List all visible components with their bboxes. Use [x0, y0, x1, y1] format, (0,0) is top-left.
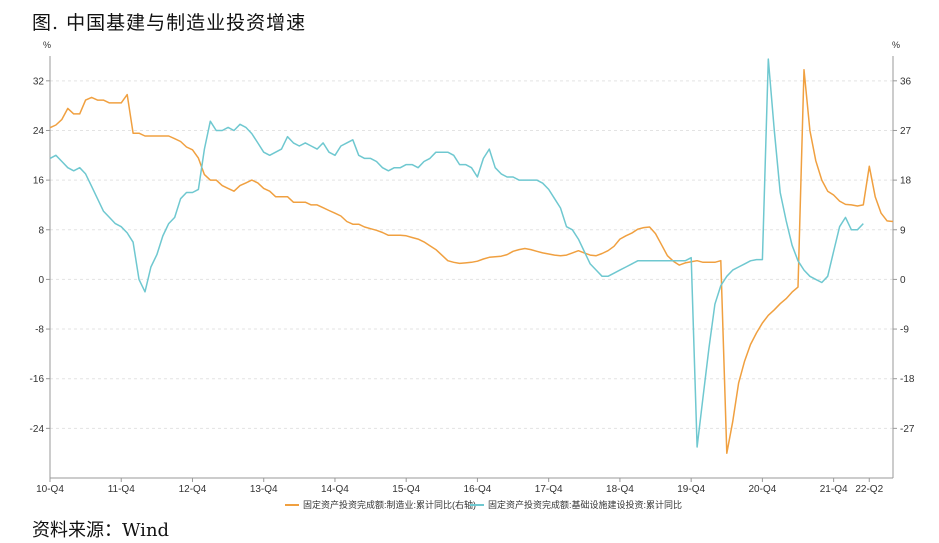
series-lines: [49, 58, 894, 454]
left-tick-label: -16: [30, 374, 45, 385]
legend-label: 固定资产投资完成额:制造业:累计同比(右轴): [303, 499, 476, 510]
right-tick-label: 9: [900, 225, 906, 236]
right-tick-label: 27: [900, 126, 912, 137]
x-tick-label: 17-Q4: [535, 484, 563, 495]
x-tick-label: 14-Q4: [321, 484, 349, 495]
left-tick-label: -24: [30, 424, 45, 435]
x-tick-label: 19-Q4: [677, 484, 705, 495]
x-tick-label: 15-Q4: [392, 484, 420, 495]
dual-axis-line-chart: % % 32 24 16 8 0 -8 -16 -24 36 27 18 9 0 -9 -18 -27 10-Q4 1…: [30, 40, 915, 510]
right-tick-label: -27: [900, 424, 915, 435]
legend-label: 固定资产投资完成额:基础设施建设投资:累计同比: [488, 499, 682, 510]
source-note: 资料来源：Wind: [32, 520, 170, 541]
right-tick-label: 0: [900, 275, 906, 286]
left-tick-label: 8: [38, 225, 44, 236]
x-tick-label: 11-Q4: [108, 484, 135, 495]
infrastructure-line: [49, 58, 864, 448]
legend: 固定资产投资完成额:制造业:累计同比(右轴) 固定资产投资完成额:基础设施建设投资…: [285, 499, 682, 510]
x-tick-label: 12-Q4: [179, 484, 207, 495]
x-tick-label: 22-Q2: [855, 484, 883, 495]
left-tick-label: 24: [33, 126, 45, 137]
x-tick-label: 10-Q4: [36, 484, 64, 495]
grid-lines: [50, 80, 893, 429]
right-tick-label: -18: [900, 374, 915, 385]
left-tick-label: 32: [33, 76, 45, 87]
chart-title: 图. 中国基建与制造业投资增速: [32, 12, 307, 34]
left-tick-label: -8: [35, 325, 44, 336]
right-tick-label: 18: [900, 176, 912, 187]
right-unit-label: %: [892, 40, 900, 50]
left-tick-label: 16: [33, 176, 45, 187]
manufacturing-line: [49, 69, 894, 454]
left-unit-label: %: [43, 40, 51, 50]
right-tick-label: -9: [900, 325, 909, 336]
x-tick-label: 18-Q4: [606, 484, 634, 495]
x-tick-label: 13-Q4: [250, 484, 278, 495]
x-tick-label: 21-Q4: [820, 484, 848, 495]
right-tick-label: 36: [900, 76, 912, 87]
x-tick-label: 16-Q4: [464, 484, 492, 495]
x-tick-label: 20-Q4: [748, 484, 776, 495]
left-tick-label: 0: [38, 275, 44, 286]
axes: % % 32 24 16 8 0 -8 -16 -24 36 27 18 9 0 -9 -18 -27 10-Q4 1…: [30, 40, 915, 495]
